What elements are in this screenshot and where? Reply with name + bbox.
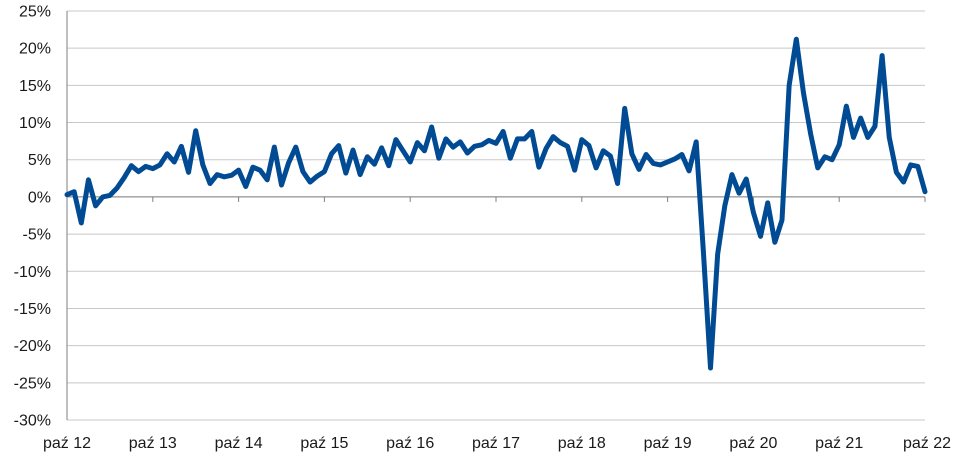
y-tick-label: -25% bbox=[14, 375, 51, 392]
y-tick-labels: 25% 20% 15% 10% 5% 0% -5% -10% -15% -20% -25% -30% bbox=[14, 4, 51, 430]
y-tick-label: -5% bbox=[23, 227, 51, 244]
series-layer bbox=[64, 36, 928, 371]
y-tick-label: 25% bbox=[19, 4, 51, 21]
x-tick-label: paź 21 bbox=[815, 435, 863, 452]
x-tick-label: paź 18 bbox=[558, 435, 606, 452]
y-tick-label: 10% bbox=[19, 115, 51, 132]
y-tick-label: -10% bbox=[14, 264, 51, 281]
x-tick-label: paź 17 bbox=[472, 435, 520, 452]
y-tick-label: -20% bbox=[14, 338, 51, 355]
x-tick-label: paź 14 bbox=[215, 435, 263, 452]
x-tick-labels: paź 12 paź 13 paź 14 paź 15 paź 16 paź 17 paź … bbox=[43, 435, 951, 452]
x-tick-label: paź 22 bbox=[903, 435, 951, 452]
y-tick-label: 20% bbox=[19, 41, 51, 58]
x-tick-label: paź 19 bbox=[644, 435, 692, 452]
x-tick-label: paź 16 bbox=[386, 435, 434, 452]
series-line-0 bbox=[64, 36, 928, 371]
y-tick-label: -15% bbox=[14, 301, 51, 318]
axes bbox=[66, 11, 926, 420]
gridlines bbox=[67, 10, 925, 421]
x-tick-label: paź 13 bbox=[129, 435, 177, 452]
x-tick-label: paź 12 bbox=[43, 435, 91, 452]
y-tick-label: -30% bbox=[14, 413, 51, 430]
x-tick-label: paź 20 bbox=[729, 435, 777, 452]
y-tick-label: 5% bbox=[28, 152, 51, 169]
y-tick-label: 0% bbox=[28, 189, 51, 206]
y-tick-label: 15% bbox=[19, 78, 51, 95]
x-tick-label: paź 15 bbox=[300, 435, 348, 452]
